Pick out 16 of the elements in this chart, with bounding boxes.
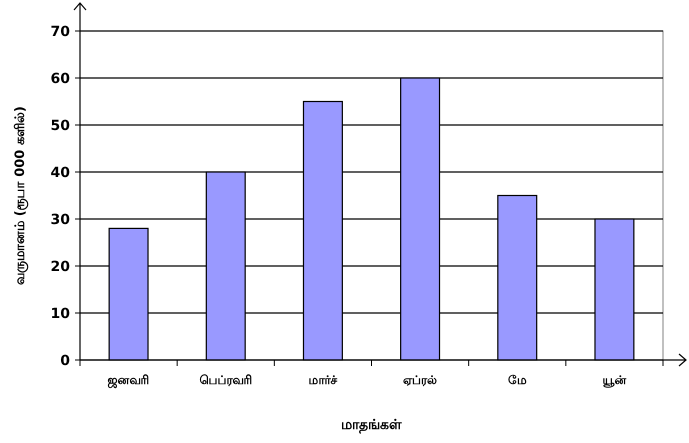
x-tick-label: பெப்ரவரி — [199, 373, 252, 387]
y-tick-label: 10 — [50, 306, 70, 322]
x-tick-label: ஏப்ரல் — [403, 373, 438, 387]
x-tick-label: மார்ச் — [308, 373, 338, 387]
y-tick-label: 50 — [50, 118, 70, 134]
x-tick-label: யூன் — [602, 373, 626, 388]
x-axis-title: மாதங்கள் — [341, 417, 402, 434]
x-tick-label: மே — [508, 373, 527, 387]
y-tick-label: 60 — [50, 70, 70, 87]
y-axis-title: வருமானம் (ரூபா 000 களில்) — [13, 106, 28, 285]
y-tick-label: 30 — [50, 212, 70, 228]
x-tick-label: ஜனவரி — [108, 373, 150, 388]
y-tick-label: 70 — [50, 24, 70, 40]
y-tick-label: 40 — [50, 164, 70, 181]
y-tick-label: 20 — [50, 258, 70, 275]
y-tick-label: 0 — [60, 352, 70, 369]
